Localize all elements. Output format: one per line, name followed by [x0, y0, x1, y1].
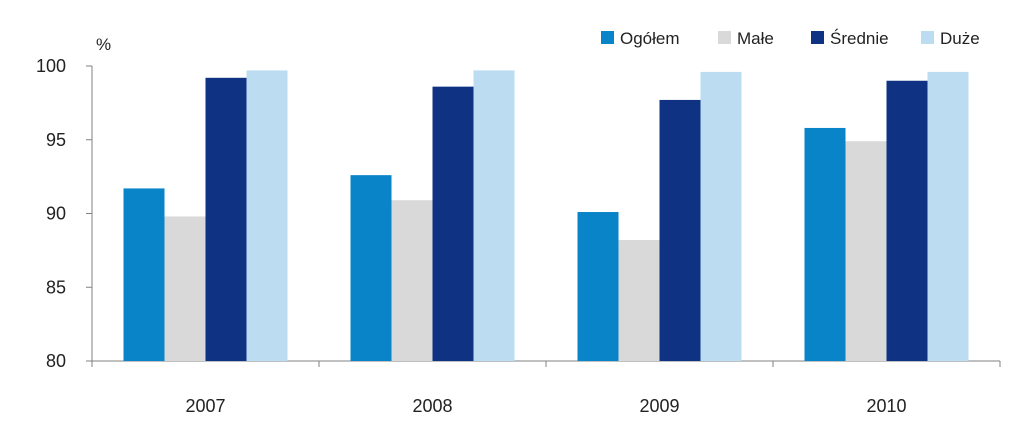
legend: Ogółem Małe Średnie Duże — [601, 29, 980, 48]
legend-label: Duże — [940, 29, 980, 48]
bar-2009-małe — [618, 240, 660, 361]
bar-2008-ogółem — [350, 175, 392, 361]
bar-2010-ogółem — [804, 127, 846, 361]
bar-2010-średnie — [886, 80, 928, 361]
y-unit-label: % — [96, 35, 111, 54]
bar-2007-średnie — [205, 77, 247, 362]
y-tick-label: 85 — [46, 277, 66, 297]
x-tick-label: 2008 — [412, 396, 452, 416]
bar-2010-małe — [845, 141, 887, 361]
legend-swatch — [601, 31, 614, 44]
legend-label: Ogółem — [620, 29, 680, 48]
x-tick-label: 2010 — [866, 396, 906, 416]
bar-2008-średnie — [432, 86, 474, 362]
x-tick-label: 2007 — [185, 396, 225, 416]
bar-2010-duże — [927, 71, 969, 362]
legend-swatch — [811, 31, 824, 44]
y-tick-label: 90 — [46, 204, 66, 224]
bar-2009-średnie — [659, 99, 701, 362]
x-tick-label: 2009 — [639, 396, 679, 416]
y-tick-label: 100 — [36, 56, 66, 76]
bar-2007-ogółem — [123, 188, 165, 361]
legend-swatch — [718, 31, 731, 44]
legend-swatch — [921, 31, 934, 44]
bar-2008-duże — [473, 70, 515, 362]
bar-2008-małe — [391, 200, 433, 361]
x-axis: 2007 2008 2009 2010 — [91, 360, 1001, 416]
y-axis: 80 85 90 95 100 — [36, 56, 93, 371]
bar-2009-duże — [700, 71, 742, 362]
legend-label: Małe — [737, 29, 774, 48]
bars — [123, 70, 969, 362]
legend-label: Średnie — [830, 29, 889, 48]
bar-2007-duże — [246, 70, 288, 362]
y-tick-label: 95 — [46, 130, 66, 150]
y-tick-label: 80 — [46, 351, 66, 371]
bar-2009-ogółem — [577, 212, 619, 361]
bar-2007-małe — [164, 216, 206, 361]
